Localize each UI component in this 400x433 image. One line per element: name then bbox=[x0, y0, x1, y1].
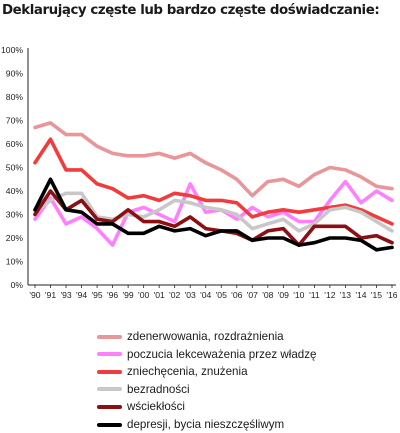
x-tick-label: '96 bbox=[107, 290, 118, 300]
y-tick-label: 0% bbox=[11, 280, 24, 290]
series-line-2 bbox=[33, 179, 394, 247]
x-tick-label: '14 bbox=[355, 290, 366, 300]
legend-item: zdenerwowania, rozdrażnienia bbox=[97, 328, 284, 345]
x-tick-label: '11 bbox=[309, 290, 320, 300]
series-line-5 bbox=[33, 189, 394, 247]
x-tick-label: '15 bbox=[371, 290, 382, 300]
legend-swatch bbox=[97, 334, 122, 339]
y-tick-label: 10% bbox=[6, 257, 24, 267]
y-tick-label: 80% bbox=[6, 92, 24, 102]
x-tick-label: '90 bbox=[29, 290, 40, 300]
x-tick-label: '09 bbox=[278, 290, 289, 300]
y-tick-label: 20% bbox=[6, 233, 24, 243]
legend-swatch bbox=[97, 369, 122, 374]
legend-item: zniechęcenia, znużenia bbox=[97, 363, 248, 380]
x-tick-label: '01 bbox=[154, 290, 165, 300]
x-tick-label: '03 bbox=[185, 290, 196, 300]
x-tick-label: '02 bbox=[169, 290, 180, 300]
legend-label: wściekłości bbox=[127, 400, 185, 414]
y-tick-label: 30% bbox=[6, 210, 24, 220]
series-line-6 bbox=[33, 177, 394, 252]
x-tick-label: '13 bbox=[340, 290, 351, 300]
legend-swatch bbox=[97, 404, 122, 409]
series-line-1 bbox=[33, 121, 394, 198]
y-tick-label: 100% bbox=[1, 45, 23, 55]
x-tick-label: '00 bbox=[138, 290, 149, 300]
y-tick-label: 60% bbox=[6, 139, 24, 149]
legend-item: wściekłości bbox=[97, 398, 185, 415]
x-tick-label: '06 bbox=[231, 290, 242, 300]
x-tick-label: '08 bbox=[262, 290, 273, 300]
legend-swatch bbox=[97, 422, 122, 427]
x-tick-label: '95 bbox=[91, 290, 102, 300]
y-tick-label: 70% bbox=[6, 116, 24, 126]
legend-label: poczucia lekceważenia przez władzę bbox=[127, 347, 317, 361]
legend-swatch bbox=[97, 387, 122, 392]
series-line-3 bbox=[33, 137, 394, 226]
line-chart: 0% 10% 20% 30% 40% 50% 60% 70% 80% 90% 100% '90 '91 '… bbox=[1, 45, 398, 300]
x-tick-label: '12 bbox=[324, 290, 335, 300]
legend-swatch bbox=[97, 352, 122, 357]
x-tick-label: '05 bbox=[216, 290, 227, 300]
x-tick-label: '07 bbox=[247, 290, 258, 300]
legend-label: zdenerwowania, rozdrażnienia bbox=[127, 330, 284, 343]
legend-label: depresji, bycia nieszczęśliwym bbox=[127, 418, 285, 431]
legend-item: poczucia lekceważenia przez władzę bbox=[97, 346, 316, 363]
x-tick-label: '10 bbox=[293, 290, 304, 300]
y-tick-label: 90% bbox=[6, 69, 24, 79]
legend-item: bezradności bbox=[97, 381, 190, 398]
chart-title: Deklarujący częste lub bardzo częste doś… bbox=[2, 3, 380, 18]
series-line-4 bbox=[33, 191, 394, 233]
x-tick-label: '94 bbox=[76, 290, 87, 300]
x-tick-label: '04 bbox=[200, 290, 211, 300]
legend-label: bezradności bbox=[127, 382, 190, 396]
y-tick-label: 50% bbox=[6, 163, 24, 173]
x-tick-label: '93 bbox=[60, 290, 71, 300]
y-tick-label: 40% bbox=[6, 186, 24, 196]
x-tick-label: '91 bbox=[45, 290, 56, 300]
legend-label: zniechęcenia, znużenia bbox=[127, 365, 248, 379]
x-tick-label: '99 bbox=[123, 290, 134, 300]
legend-item: depresji, bycia nieszczęśliwym bbox=[97, 416, 284, 433]
x-tick-label: '16 bbox=[386, 290, 397, 300]
